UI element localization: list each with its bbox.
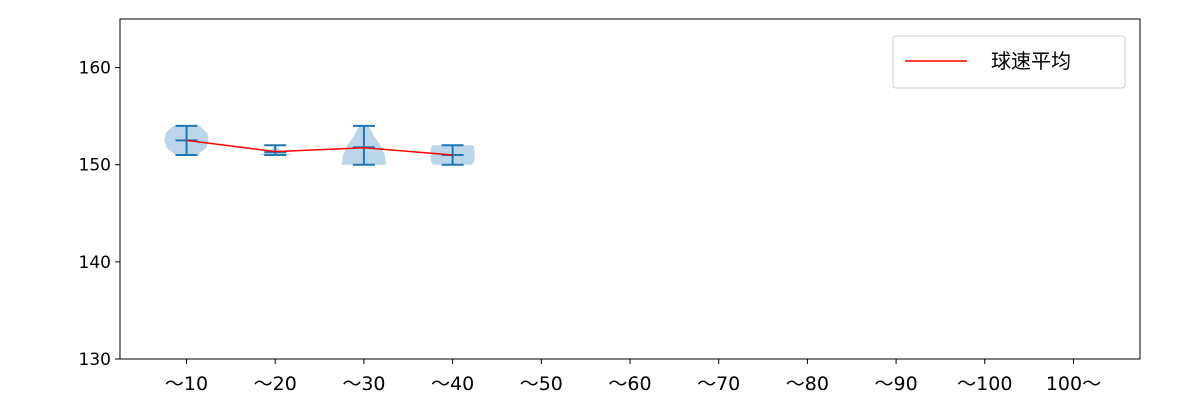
x-tick-label: 100～: [1046, 373, 1101, 395]
x-tick-label: ～40: [431, 373, 474, 395]
x-tick-label: ～70: [697, 373, 740, 395]
x-tick-label: ～20: [254, 373, 297, 395]
x-tick-label: ～30: [342, 373, 385, 395]
legend-box: [892, 35, 1126, 89]
y-axis: 130 140 150 160: [79, 59, 120, 370]
x-axis: ～10 ～20 ～30 ～40 ～50 ～60 ～70 ～80 ～90 ～100 100～: [165, 359, 1101, 395]
x-tick-label: ～90: [874, 373, 917, 395]
y-tick-label: 140: [79, 253, 111, 273]
violins: [164, 124, 475, 166]
x-tick-label: ～10: [165, 373, 208, 395]
x-tick-label: ～100: [957, 373, 1012, 395]
x-tick-label: ～80: [786, 373, 829, 395]
y-tick-label: 130: [79, 350, 111, 370]
y-tick-label: 160: [79, 59, 111, 79]
legend: 球速平均: [892, 35, 1126, 89]
legend-label: 球速平均: [991, 49, 1071, 73]
x-tick-label: ～50: [520, 373, 563, 395]
x-tick-label: ～60: [608, 373, 651, 395]
mean-line: [186, 139, 453, 156]
mean-line-group: [186, 139, 453, 156]
y-tick-label: 150: [79, 156, 111, 176]
